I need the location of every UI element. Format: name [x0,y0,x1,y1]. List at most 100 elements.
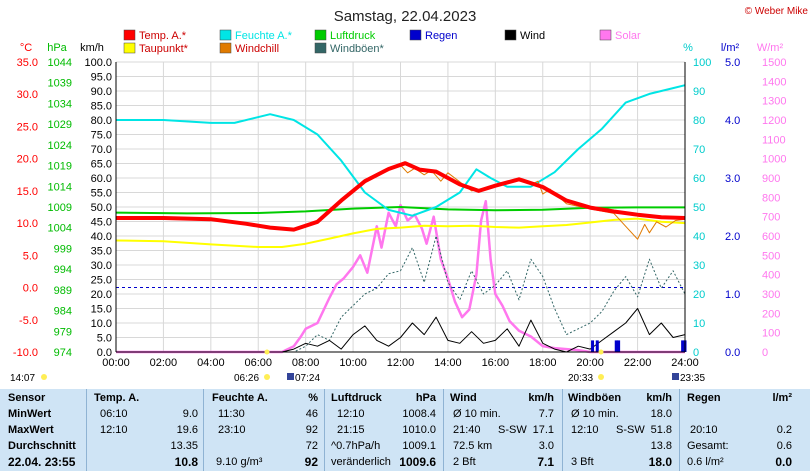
rain-bar [617,340,621,352]
unit-rain: l/m² [721,42,740,54]
solar-axis-tick-label: 500 [762,250,780,262]
solar-axis-tick-label: 900 [762,173,780,185]
legend-swatch [504,29,517,41]
unit-pressure: hPa [47,42,67,54]
legend-swatch [314,29,327,41]
legend-swatch [599,29,612,41]
solar-axis-tick-label: 200 [762,308,780,320]
x-tick-label: 20:00 [576,357,604,369]
speed-axis-tick-label: 65.0 [91,159,112,171]
humidity-axis-tick-label: 70 [693,144,705,156]
solar-axis-tick-label: 1300 [762,96,786,108]
legend-label: Taupunkt* [139,43,189,55]
solar-axis-tick-label: 0 [762,347,768,359]
unit-temp: °C [20,42,32,54]
x-tick-label: 02:00 [150,357,178,369]
temp-max-time: 12:10 [100,424,128,436]
temp-axis-tick-label: 10.0 [17,218,38,230]
temp-current: 10.8 [174,455,198,469]
wind-current: 7.1 [537,455,554,469]
solar-axis-tick-label: 300 [762,289,780,301]
rain-unit: l/m² [772,392,792,404]
humidity-abs: 9.10 g/m³ [216,456,263,468]
gust-series [116,235,686,353]
pressure-axis-tick-label: 974 [54,347,72,359]
sensor-title: Sensor [8,392,46,404]
gusts-r4-label: 3 Bft [571,456,594,468]
rain-bar [614,340,618,352]
solar-axis-tick-label: 800 [762,192,780,204]
humidity-title: Feuchte A. [212,392,268,404]
humidity-axis-tick-label: 40 [693,231,705,243]
rain-r4-label: 0.6 l/m² [687,456,724,468]
legend-label: Regen [425,30,457,42]
x-tick-label: 22:00 [624,357,652,369]
pressure-axis-tick-label: 1019 [48,161,72,173]
wind-r2-dir: S-SW [498,424,527,436]
legend-label: Temp. A.* [139,30,187,42]
solar-axis-tick-label: 1500 [762,57,786,69]
humidity-axis-tick-label: 80 [693,115,705,127]
speed-axis-tick-label: 20.0 [91,289,112,301]
gusts-current: 18.0 [648,455,672,469]
rain-axis-tick-label: 4.0 [725,115,740,127]
humidity-series [116,84,686,217]
humidity-axis-tick-label: 20 [693,289,705,301]
speed-axis-tick-label: 55.0 [91,188,112,200]
legend-swatch [123,29,136,41]
rain-bar [595,340,599,352]
rain-r2-value: 0.2 [776,424,792,436]
pressure-axis-tick-label: 1039 [48,78,72,90]
wind-r3-value: 3.0 [538,440,554,452]
humidity-current: 92 [304,455,318,469]
x-tick-label: 00:00 [102,357,130,369]
pressure-change-label: veränderlich [331,456,391,468]
speed-axis-tick-label: 90.0 [91,86,112,98]
sunrise-dot [264,349,270,355]
solar-axis-tick-label: 1000 [762,154,786,166]
wind-r1-value: 7.7 [538,408,554,420]
rain-title: Regen [687,392,721,404]
legend-label: Luftdruck [330,30,376,42]
humidity-axis-tick-label: 90 [693,86,705,98]
wind-r2-value: 17.1 [532,424,554,436]
pressure-axis-tick-label: 1034 [48,98,72,110]
speed-axis-tick-label: 80.0 [91,115,112,127]
gusts-r2-time: 12:10 [571,424,599,436]
x-tick-label: 12:00 [387,357,415,369]
legend-swatch [409,29,422,41]
sun-icon [41,374,47,380]
solar-axis-tick-label: 400 [762,270,780,282]
calendar-icon [287,373,294,380]
pressure-axis-tick-label: 994 [54,264,72,276]
speed-axis-tick-label: 0.0 [97,347,112,359]
legend-swatch [314,42,327,54]
humidity-axis-tick-label: 30 [693,260,705,272]
pressure-axis-tick-label: 989 [54,285,72,297]
unit-speed: km/h [80,42,104,54]
legend-swatch [219,29,232,41]
humidity-axis-tick-label: 100 [693,57,711,69]
x-tick-label: 08:00 [292,357,320,369]
wind-r1-label: Ø 10 min. [453,408,501,420]
speed-axis-tick-label: 95.0 [91,72,112,84]
speed-axis-tick-label: 70.0 [91,144,112,156]
legend-label: Feuchte A.* [235,30,293,42]
pressure-trend-label: ^0.7hPa/h [331,440,381,452]
legend-swatch [219,42,232,54]
speed-axis-tick-label: 30.0 [91,260,112,272]
speed-axis-tick-label: 40.0 [91,231,112,243]
temp-axis-tick-label: 0.0 [23,283,38,295]
rain-axis-tick-label: 0.0 [725,347,740,359]
temp-avg: 13.35 [170,440,198,452]
rain-current: 0.0 [775,455,792,469]
sun-icon [598,374,604,380]
speed-axis-tick-label: 25.0 [91,275,112,287]
pressure-trend-value: 1009.1 [402,440,436,452]
pressure-axis-tick-label: 979 [54,326,72,338]
temp-min-time: 06:10 [100,408,128,420]
wind-r4-label: 2 Bft [453,456,476,468]
unit-solar: W/m² [757,42,784,54]
x-tick-label: 10:00 [339,357,367,369]
row-label-max: MaxWert [8,424,54,436]
